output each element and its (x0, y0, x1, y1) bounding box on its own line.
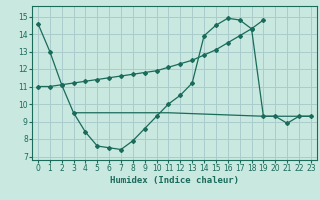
X-axis label: Humidex (Indice chaleur): Humidex (Indice chaleur) (110, 176, 239, 185)
